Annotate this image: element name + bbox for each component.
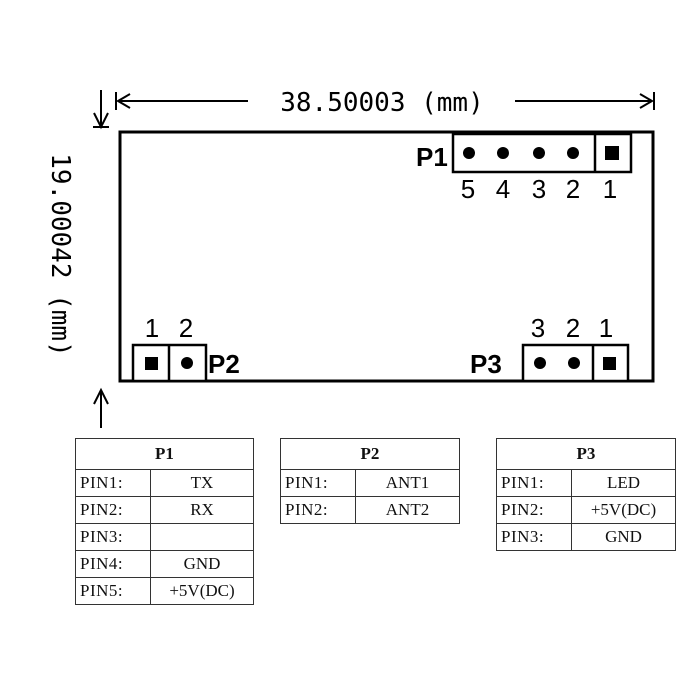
pin-label: PIN4:: [75, 550, 151, 578]
p1-pin1-pad: [605, 146, 619, 160]
pin-value: LED: [571, 469, 676, 497]
pin-label: PIN3:: [496, 523, 572, 551]
p1-table-title: P1: [75, 438, 254, 470]
p2-label: P2: [208, 349, 240, 379]
pin-value: GND: [571, 523, 676, 551]
p3-pin-table: P3 PIN1: LED PIN2: +5V(DC) PIN3: GND: [496, 438, 676, 551]
p2-pin1-pad: [145, 357, 158, 370]
p1-pin3-hole: [533, 147, 545, 159]
p3-pin-number: 2: [566, 313, 580, 343]
height-dimension: [93, 90, 109, 428]
table-row: PIN3:: [75, 523, 254, 551]
p3-pin-number: 3: [531, 313, 545, 343]
p3-connector: [521, 343, 630, 383]
p2-connector: [131, 343, 208, 383]
p1-label: P1: [416, 142, 448, 172]
p3-table-title: P3: [496, 438, 676, 470]
height-dimension-label: 19.00042 (mm): [45, 153, 75, 357]
table-row: PIN1: ANT1: [280, 469, 460, 497]
p3-pin3-hole: [534, 357, 546, 369]
pin-label: PIN2:: [75, 496, 151, 524]
pin-value: GND: [150, 550, 254, 578]
p3-pin1-pad: [603, 357, 616, 370]
p2-pin-table: P2 PIN1: ANT1 PIN2: ANT2: [280, 438, 460, 524]
table-row: PIN2: RX: [75, 496, 254, 524]
p2-table-title: P2: [280, 438, 460, 470]
table-row: PIN2: ANT2: [280, 496, 460, 524]
pin-value: [150, 523, 254, 551]
table-row: PIN1: LED: [496, 469, 676, 497]
pin-label: PIN5:: [75, 577, 151, 605]
p1-pin4-hole: [497, 147, 509, 159]
p2-pin-number: 1: [145, 313, 159, 343]
p3-label: P3: [470, 349, 502, 379]
board-outline: [118, 130, 655, 383]
pin-label: PIN3:: [75, 523, 151, 551]
width-dimension: [115, 92, 655, 110]
p1-pin5-hole: [463, 147, 475, 159]
p1-pin2-hole: [567, 147, 579, 159]
pin-label: PIN1:: [496, 469, 572, 497]
pin-label: PIN2:: [280, 496, 356, 524]
width-dimension-label: 38.50003 (mm): [280, 88, 484, 118]
pin-label: PIN1:: [280, 469, 356, 497]
pin-value: +5V(DC): [571, 496, 676, 524]
pin-label: PIN2:: [496, 496, 572, 524]
pin-value: RX: [150, 496, 254, 524]
pin-label: PIN1:: [75, 469, 151, 497]
table-row: PIN2: +5V(DC): [496, 496, 676, 524]
p1-pin-table: P1 PIN1: TX PIN2: RX PIN3: PIN4: GND PIN…: [75, 438, 254, 605]
table-row: PIN3: GND: [496, 523, 676, 551]
p1-pin-number: 5: [461, 174, 475, 204]
p1-connector: [451, 132, 633, 174]
p1-pin-number: 1: [603, 174, 617, 204]
pin-value: ANT1: [355, 469, 460, 497]
pin-value: ANT2: [355, 496, 460, 524]
pin-value: +5V(DC): [150, 577, 254, 605]
p1-pin-number: 2: [566, 174, 580, 204]
p1-pin-number: 4: [496, 174, 510, 204]
p3-pin-number: 1: [599, 313, 613, 343]
p3-pin2-hole: [568, 357, 580, 369]
table-row: PIN5: +5V(DC): [75, 577, 254, 605]
p1-pin-number: 3: [532, 174, 546, 204]
p2-pin-number: 2: [179, 313, 193, 343]
pin-value: TX: [150, 469, 254, 497]
p2-pin2-hole: [181, 357, 193, 369]
table-row: PIN4: GND: [75, 550, 254, 578]
table-row: PIN1: TX: [75, 469, 254, 497]
